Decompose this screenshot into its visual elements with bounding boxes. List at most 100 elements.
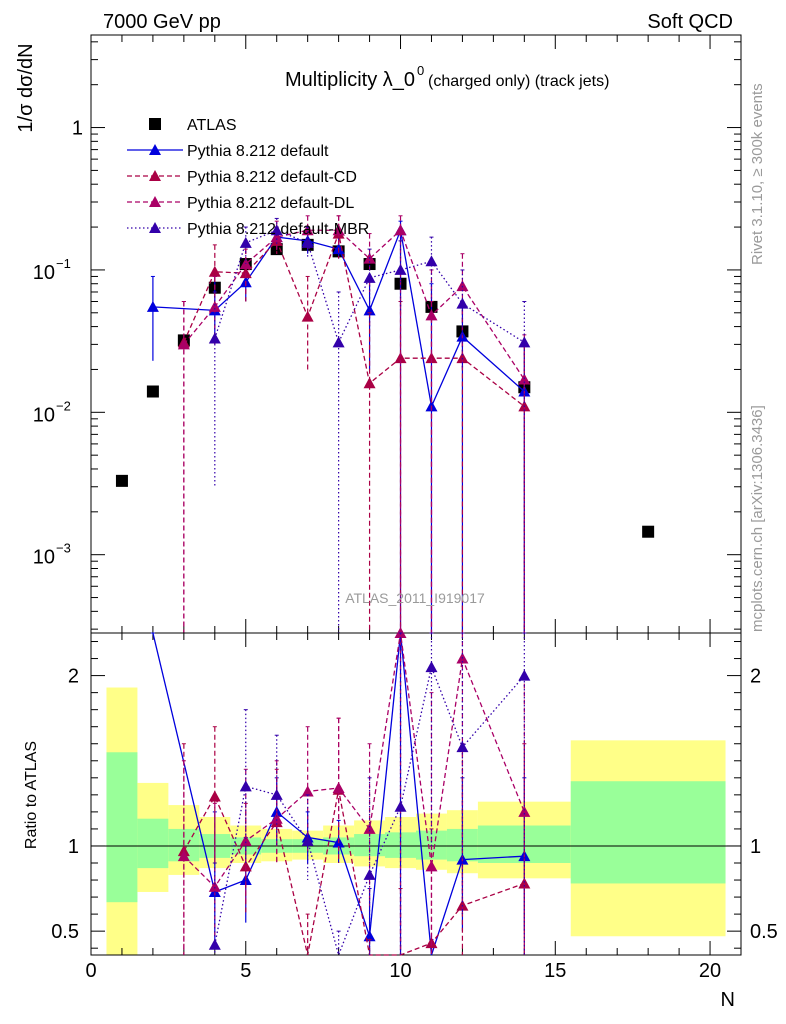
legend-marker: [149, 144, 161, 155]
legend-marker: [149, 196, 161, 207]
ratio-y-tick-label: 2: [68, 666, 79, 688]
mcplots-label: mcplots.cern.ch [arXiv:1306.3436]: [749, 405, 766, 632]
legend-item: Pythia 8.212 default: [127, 143, 329, 160]
main-plot-ticks: 110−110−210−3: [33, 35, 742, 633]
title-sup: 0: [417, 63, 424, 78]
data-point: [239, 780, 252, 792]
data-point: [270, 224, 283, 236]
data-point: [394, 263, 407, 275]
data-point: [208, 265, 221, 277]
ratio-y-tick-label: 0.5: [51, 921, 79, 943]
x-tick-label: 5: [240, 960, 251, 982]
data-point: [363, 822, 376, 834]
ratio-plot-ticks: 0.5 0.51 12 20 5 10 15 20: [51, 633, 778, 982]
ratio-y-tick-label-right: 2: [750, 666, 761, 688]
data-point: [208, 938, 221, 950]
y-tick-label-exp: −1: [56, 256, 71, 271]
band-inner-1: [137, 818, 169, 869]
data-point: [208, 332, 221, 344]
data-point: [363, 868, 376, 880]
data-point: [518, 336, 531, 348]
data-point: [363, 271, 376, 283]
main-plot: 110−110−210−3 1/σ dσ/dN Multiplicity λ_0…: [15, 34, 742, 634]
data-point: [456, 280, 469, 292]
ratio-y-tick-label-right: 1: [750, 836, 761, 858]
legend-item: ATLAS: [149, 117, 237, 134]
ratio-plot-frame: [90, 632, 742, 956]
data-point: [394, 352, 407, 364]
legend-item: Pythia 8.212 default-DL: [127, 195, 354, 212]
data-point: [518, 669, 531, 681]
data-point: [301, 785, 314, 797]
legend-marker: [149, 118, 161, 130]
data-point: [177, 850, 190, 862]
data-point: [301, 834, 314, 846]
legend-marker: [149, 222, 161, 233]
data-point: [208, 790, 221, 802]
data-point: [146, 300, 159, 312]
main-plot-series: [115, 215, 655, 633]
y-tick-label: 1: [72, 118, 83, 140]
data-point: [425, 860, 438, 872]
series-line: [214, 229, 525, 345]
atlas-point: [115, 474, 128, 487]
data-point: [456, 297, 469, 309]
series-line: [183, 231, 525, 407]
data-point: [301, 236, 314, 248]
ratio-frame-rect: [90, 632, 742, 956]
data-point: [301, 310, 314, 322]
data-point: [363, 377, 376, 389]
ratio-y-tick-label: 1: [68, 836, 79, 858]
data-point: [208, 880, 221, 892]
data-point: [425, 309, 438, 321]
y-tick-label: 10: [33, 547, 55, 569]
legend: ATLAS Pythia 8.212 default Pythia 8.212 de…: [127, 117, 369, 238]
ratio-bands: [106, 687, 726, 955]
header-left: 7000 GeV pp: [103, 11, 221, 33]
data-point: [270, 788, 283, 800]
band-inner-13: [570, 781, 726, 884]
ratio-y-tick-label-right: 0.5: [750, 921, 778, 943]
ratio-ylabel: Ratio to ATLAS: [23, 741, 40, 849]
band-inner-8: [354, 834, 386, 857]
data-point: [177, 338, 190, 350]
data-point: [425, 255, 438, 267]
data-point: [518, 805, 531, 817]
data-point: [425, 661, 438, 673]
series-line: [183, 229, 525, 380]
rivet-label: Rivet 3.1.10, ≥ 300k events: [749, 83, 766, 265]
legend-label: ATLAS: [187, 117, 237, 134]
legend-marker: [149, 170, 161, 181]
series-pythia-8-212-default: [146, 220, 531, 633]
x-tick-label: 10: [389, 960, 411, 982]
ratio-series-pythia-8-212-default-mbr: [208, 632, 531, 958]
legend-label: Pythia 8.212 default: [187, 143, 329, 160]
data-point: [456, 741, 469, 753]
data-point: [332, 782, 345, 794]
data-point: [394, 800, 407, 812]
data-point: [239, 834, 252, 846]
data-point: [332, 224, 345, 236]
band-inner-0: [106, 752, 138, 903]
atlas-point: [146, 385, 159, 398]
legend-item: Pythia 8.212 default-CD: [127, 169, 357, 186]
data-point: [425, 352, 438, 364]
data-point: [301, 224, 314, 236]
series-pythia-8-212-default-mbr: [208, 217, 531, 633]
x-tick-label: 20: [699, 960, 721, 982]
data-point: [239, 267, 252, 279]
x-tick-label: 15: [544, 960, 566, 982]
data-point: [239, 236, 252, 248]
series-line: [214, 664, 525, 958]
header-right: Soft QCD: [647, 11, 733, 33]
ratio-series-pythia-8-212-default-dl: [177, 627, 531, 955]
main-ylabel: 1/σ dσ/dN: [15, 43, 37, 132]
y-tick-label-exp: −3: [56, 541, 71, 556]
title-rest: (charged only) (track jets): [428, 73, 609, 90]
legend-item: Pythia 8.212 default-MBR: [127, 221, 369, 238]
y-tick-label-exp: −2: [56, 398, 71, 413]
legend-label: Pythia 8.212 default-CD: [187, 169, 357, 186]
title-main: Multiplicity λ_0: [285, 69, 415, 91]
y-tick-label: 10: [33, 262, 55, 284]
